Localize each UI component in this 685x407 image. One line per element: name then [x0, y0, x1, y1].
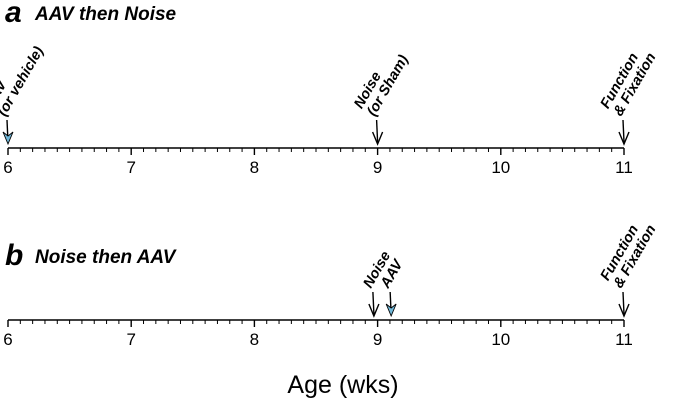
arrow-shaft	[372, 291, 375, 315]
open-arrowhead	[368, 303, 380, 318]
event-marker: Function& Fixation	[598, 222, 660, 318]
arrow-shaft	[375, 119, 379, 143]
event-label: Function& Fixation	[598, 50, 660, 119]
panel-b-title: Noise then AAV	[35, 247, 177, 268]
arrow-shaft	[622, 291, 625, 315]
tick-label: 6	[3, 158, 12, 177]
panel-a: a AAV then Noise 6 7 8 9 10 11 AAV(or vehicle…	[0, 0, 660, 177]
arrow-shaft	[622, 119, 625, 143]
tick-label: 7	[126, 330, 135, 349]
event-label: Function& Fixation	[598, 222, 660, 291]
tick-label: 9	[373, 330, 382, 349]
filled-arrowhead	[385, 303, 397, 318]
panel-a-title: AAV then Noise	[34, 4, 177, 25]
event-label-line: (or vehicle)	[0, 44, 47, 119]
tick-label: 11	[615, 330, 633, 349]
tick-label: 9	[373, 158, 382, 177]
tick-label: 10	[491, 330, 510, 349]
panel-a-events: AAV(or vehicle) Noise(or Sham) Function& F…	[0, 44, 660, 146]
tick-label: 7	[126, 158, 135, 177]
open-arrowhead	[371, 131, 384, 146]
panel-b-letter: b	[5, 239, 23, 272]
tick-label: 6	[3, 330, 12, 349]
tick-label: 8	[250, 330, 259, 349]
tick-label: 11	[615, 158, 633, 177]
event-marker: AAV(or vehicle)	[0, 44, 47, 146]
panel-a-letter: a	[5, 0, 22, 29]
tick-label: 8	[250, 158, 259, 177]
event-marker: Function& Fixation	[598, 50, 660, 146]
event-label: AAV(or vehicle)	[0, 44, 47, 119]
panel-b-axis: 6 7 8 9 10 11	[3, 319, 633, 349]
open-arrowhead	[618, 131, 630, 146]
panel-a-axis: 6 7 8 9 10 11	[3, 147, 633, 177]
tick-label: 10	[491, 158, 510, 177]
filled-arrowhead	[2, 131, 14, 146]
axis-title: Age (wks)	[287, 371, 398, 399]
open-arrowhead	[618, 303, 630, 318]
event-marker: Noise(or Sham)	[351, 52, 412, 146]
event-label: Noise(or Sham)	[351, 52, 412, 119]
